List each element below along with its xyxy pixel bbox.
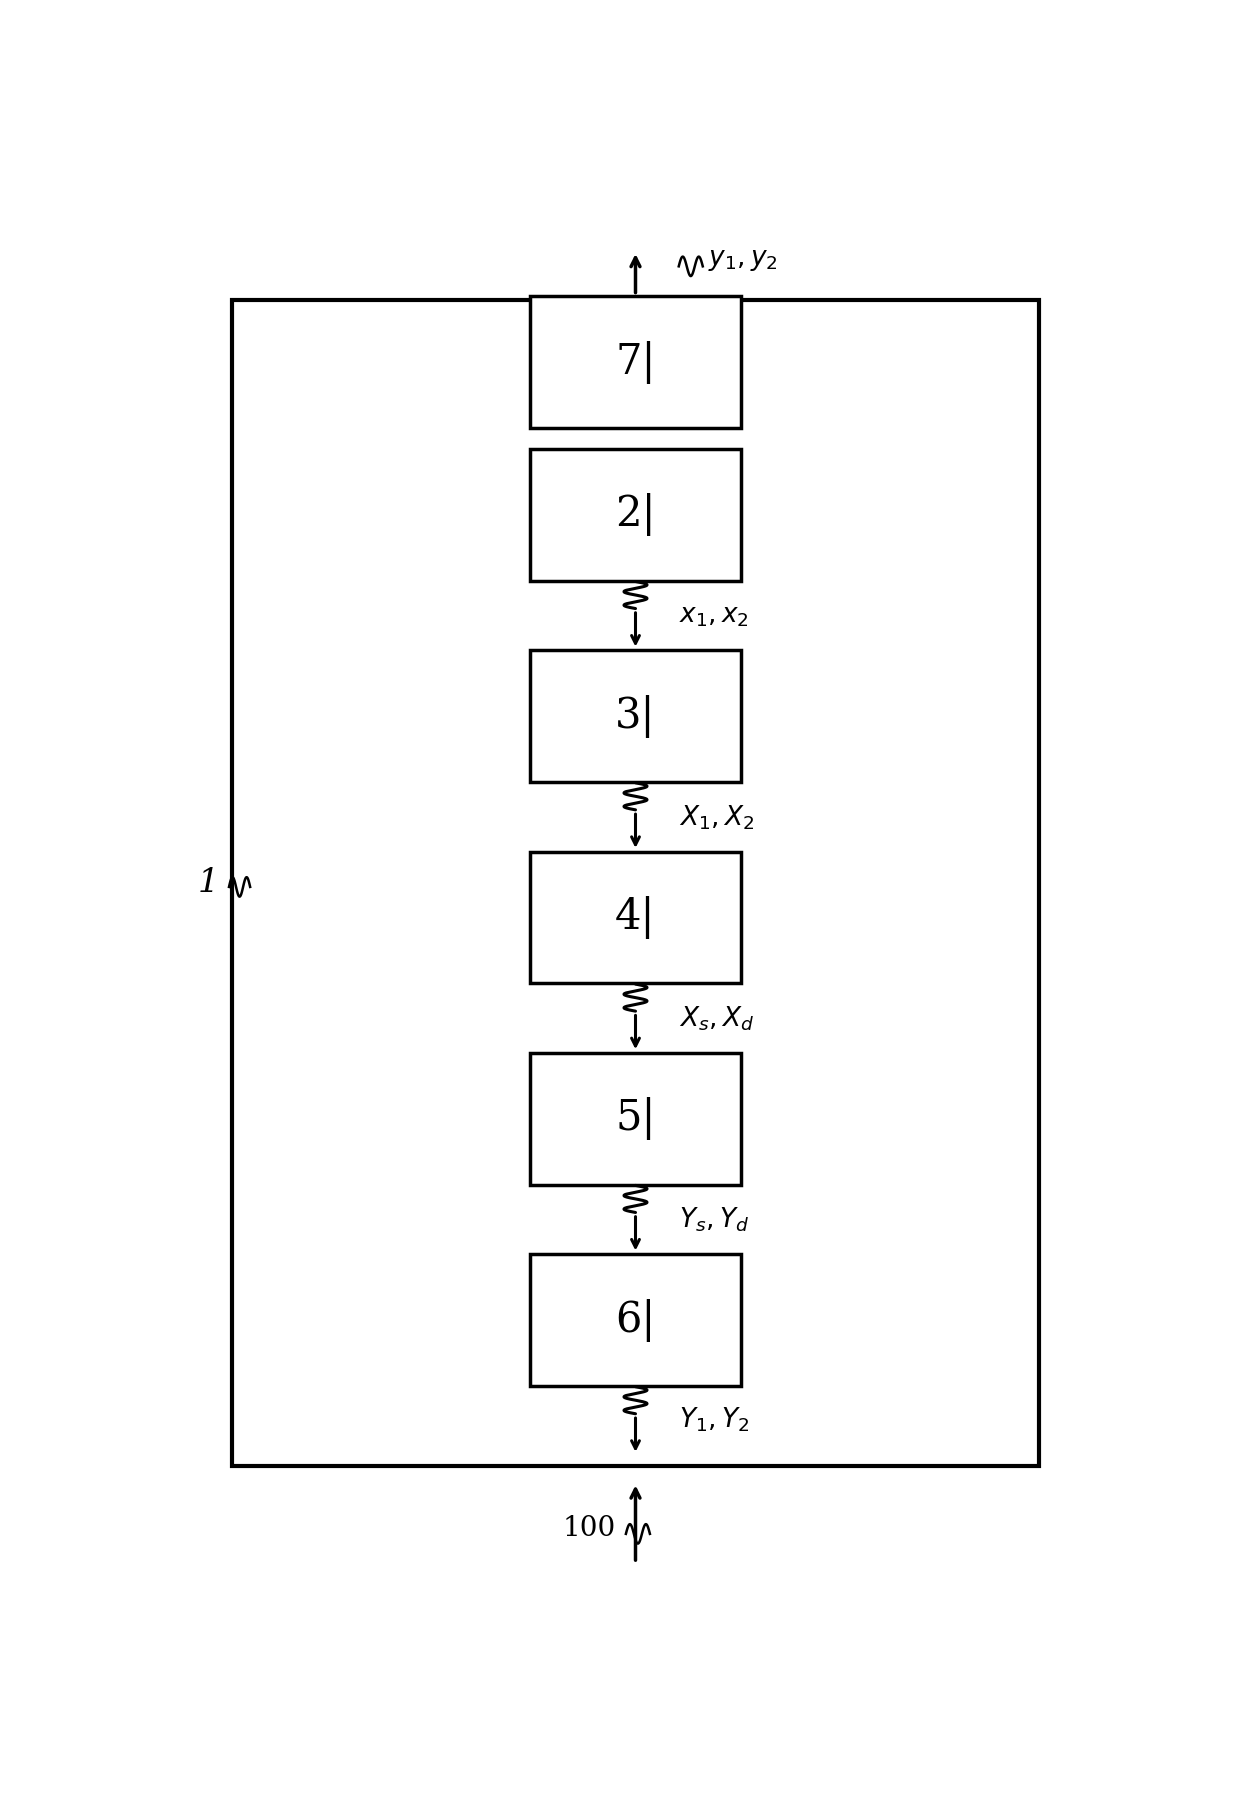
Text: $X_s, X_d$: $X_s, X_d$ <box>678 1004 754 1033</box>
Text: $Y_1, Y_2$: $Y_1, Y_2$ <box>678 1406 749 1433</box>
Bar <box>529 651 742 783</box>
Text: 4|: 4| <box>615 896 656 939</box>
Text: 100: 100 <box>563 1515 616 1542</box>
Text: $Y_s, Y_d$: $Y_s, Y_d$ <box>678 1206 749 1235</box>
Text: 3|: 3| <box>615 694 656 737</box>
Bar <box>529 1255 742 1387</box>
Bar <box>529 449 742 581</box>
Text: 1: 1 <box>198 867 219 898</box>
Bar <box>232 299 1039 1466</box>
Bar <box>529 296 742 427</box>
Text: 7|: 7| <box>615 341 656 384</box>
Bar <box>529 851 742 983</box>
Text: 6|: 6| <box>615 1298 656 1341</box>
Text: $X_1, X_2$: $X_1, X_2$ <box>678 804 754 831</box>
Text: 2|: 2| <box>615 494 656 535</box>
Bar <box>529 1053 742 1185</box>
Text: $y_1, y_2$: $y_1, y_2$ <box>708 249 777 274</box>
Text: 5|: 5| <box>615 1098 656 1139</box>
Text: $x_1, x_2$: $x_1, x_2$ <box>678 604 749 629</box>
